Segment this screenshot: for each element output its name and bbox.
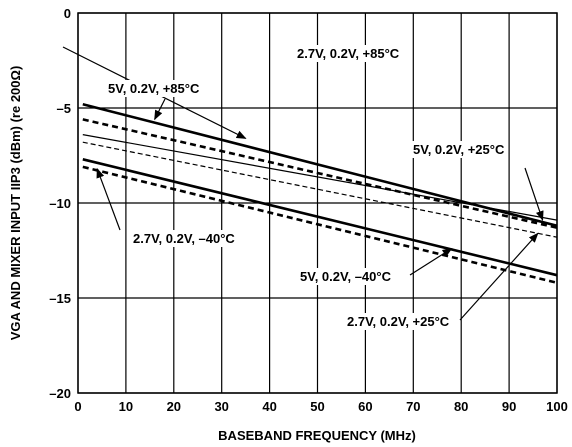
series-annotation: 5V, 0.2V, –40°C	[300, 269, 392, 284]
y-axis-label: VGA AND MIXER INPUT IIP3 (dBm) (re 200Ω)	[8, 66, 23, 341]
annotation-bg	[131, 230, 238, 247]
y-tick-label: 0	[64, 6, 71, 21]
x-tick-label: 0	[74, 399, 81, 414]
y-tick-label: –5	[57, 101, 71, 116]
annotation-arrow	[409, 248, 453, 276]
y-tick-label: –10	[49, 196, 71, 211]
annotation-arrow	[154, 98, 166, 121]
tick-labels: 0 10 20 30 40 50 60 70 80 90 100 0 –5 –10 –15 –20	[49, 6, 568, 414]
x-tick-label: 70	[406, 399, 420, 414]
grid	[77, 12, 558, 394]
series-line	[82, 141, 558, 238]
x-tick-label: 10	[119, 399, 133, 414]
y-tick-label: –20	[49, 386, 71, 401]
annotation-arrow	[524, 167, 544, 222]
annotation-arrow	[96, 167, 121, 231]
x-tick-label: 40	[262, 399, 276, 414]
series-line	[82, 134, 558, 221]
annotation-arrow	[459, 232, 539, 321]
series-line	[82, 165, 558, 285]
x-axis-label: BASEBAND FREQUENCY (MHz)	[218, 428, 416, 443]
y-tick-label: –15	[49, 291, 71, 306]
series-layer	[82, 102, 558, 285]
annotation-bg	[298, 268, 394, 285]
annotation-bg	[295, 45, 402, 62]
x-tick-label: 20	[167, 399, 181, 414]
series-annotation: 5V, 0.2V, +85°C	[108, 81, 200, 96]
series-line	[82, 118, 558, 229]
series-annotation: 2.7V, 0.2V, +85°C	[297, 46, 400, 61]
annotation-layer: 2.7V, 0.2V, +85°C 5V, 0.2V, +85°C 5V, 0.2V…	[62, 45, 544, 330]
plot-frame	[77, 12, 558, 394]
x-tick-label: 90	[502, 399, 516, 414]
series-annotation: 2.7V, 0.2V, –40°C	[133, 231, 235, 246]
annotation-bg	[411, 141, 507, 158]
x-tick-label: 100	[546, 399, 568, 414]
x-tick-label: 50	[310, 399, 324, 414]
x-tick-label: 80	[454, 399, 468, 414]
series-annotation: 5V, 0.2V, +25°C	[413, 142, 505, 157]
annotation-bg	[345, 313, 452, 330]
series-line	[82, 158, 558, 277]
x-tick-label: 60	[358, 399, 372, 414]
series-annotation: 2.7V, 0.2V, +25°C	[347, 314, 450, 329]
annotation-bg	[106, 80, 202, 97]
x-tick-label: 30	[214, 399, 228, 414]
